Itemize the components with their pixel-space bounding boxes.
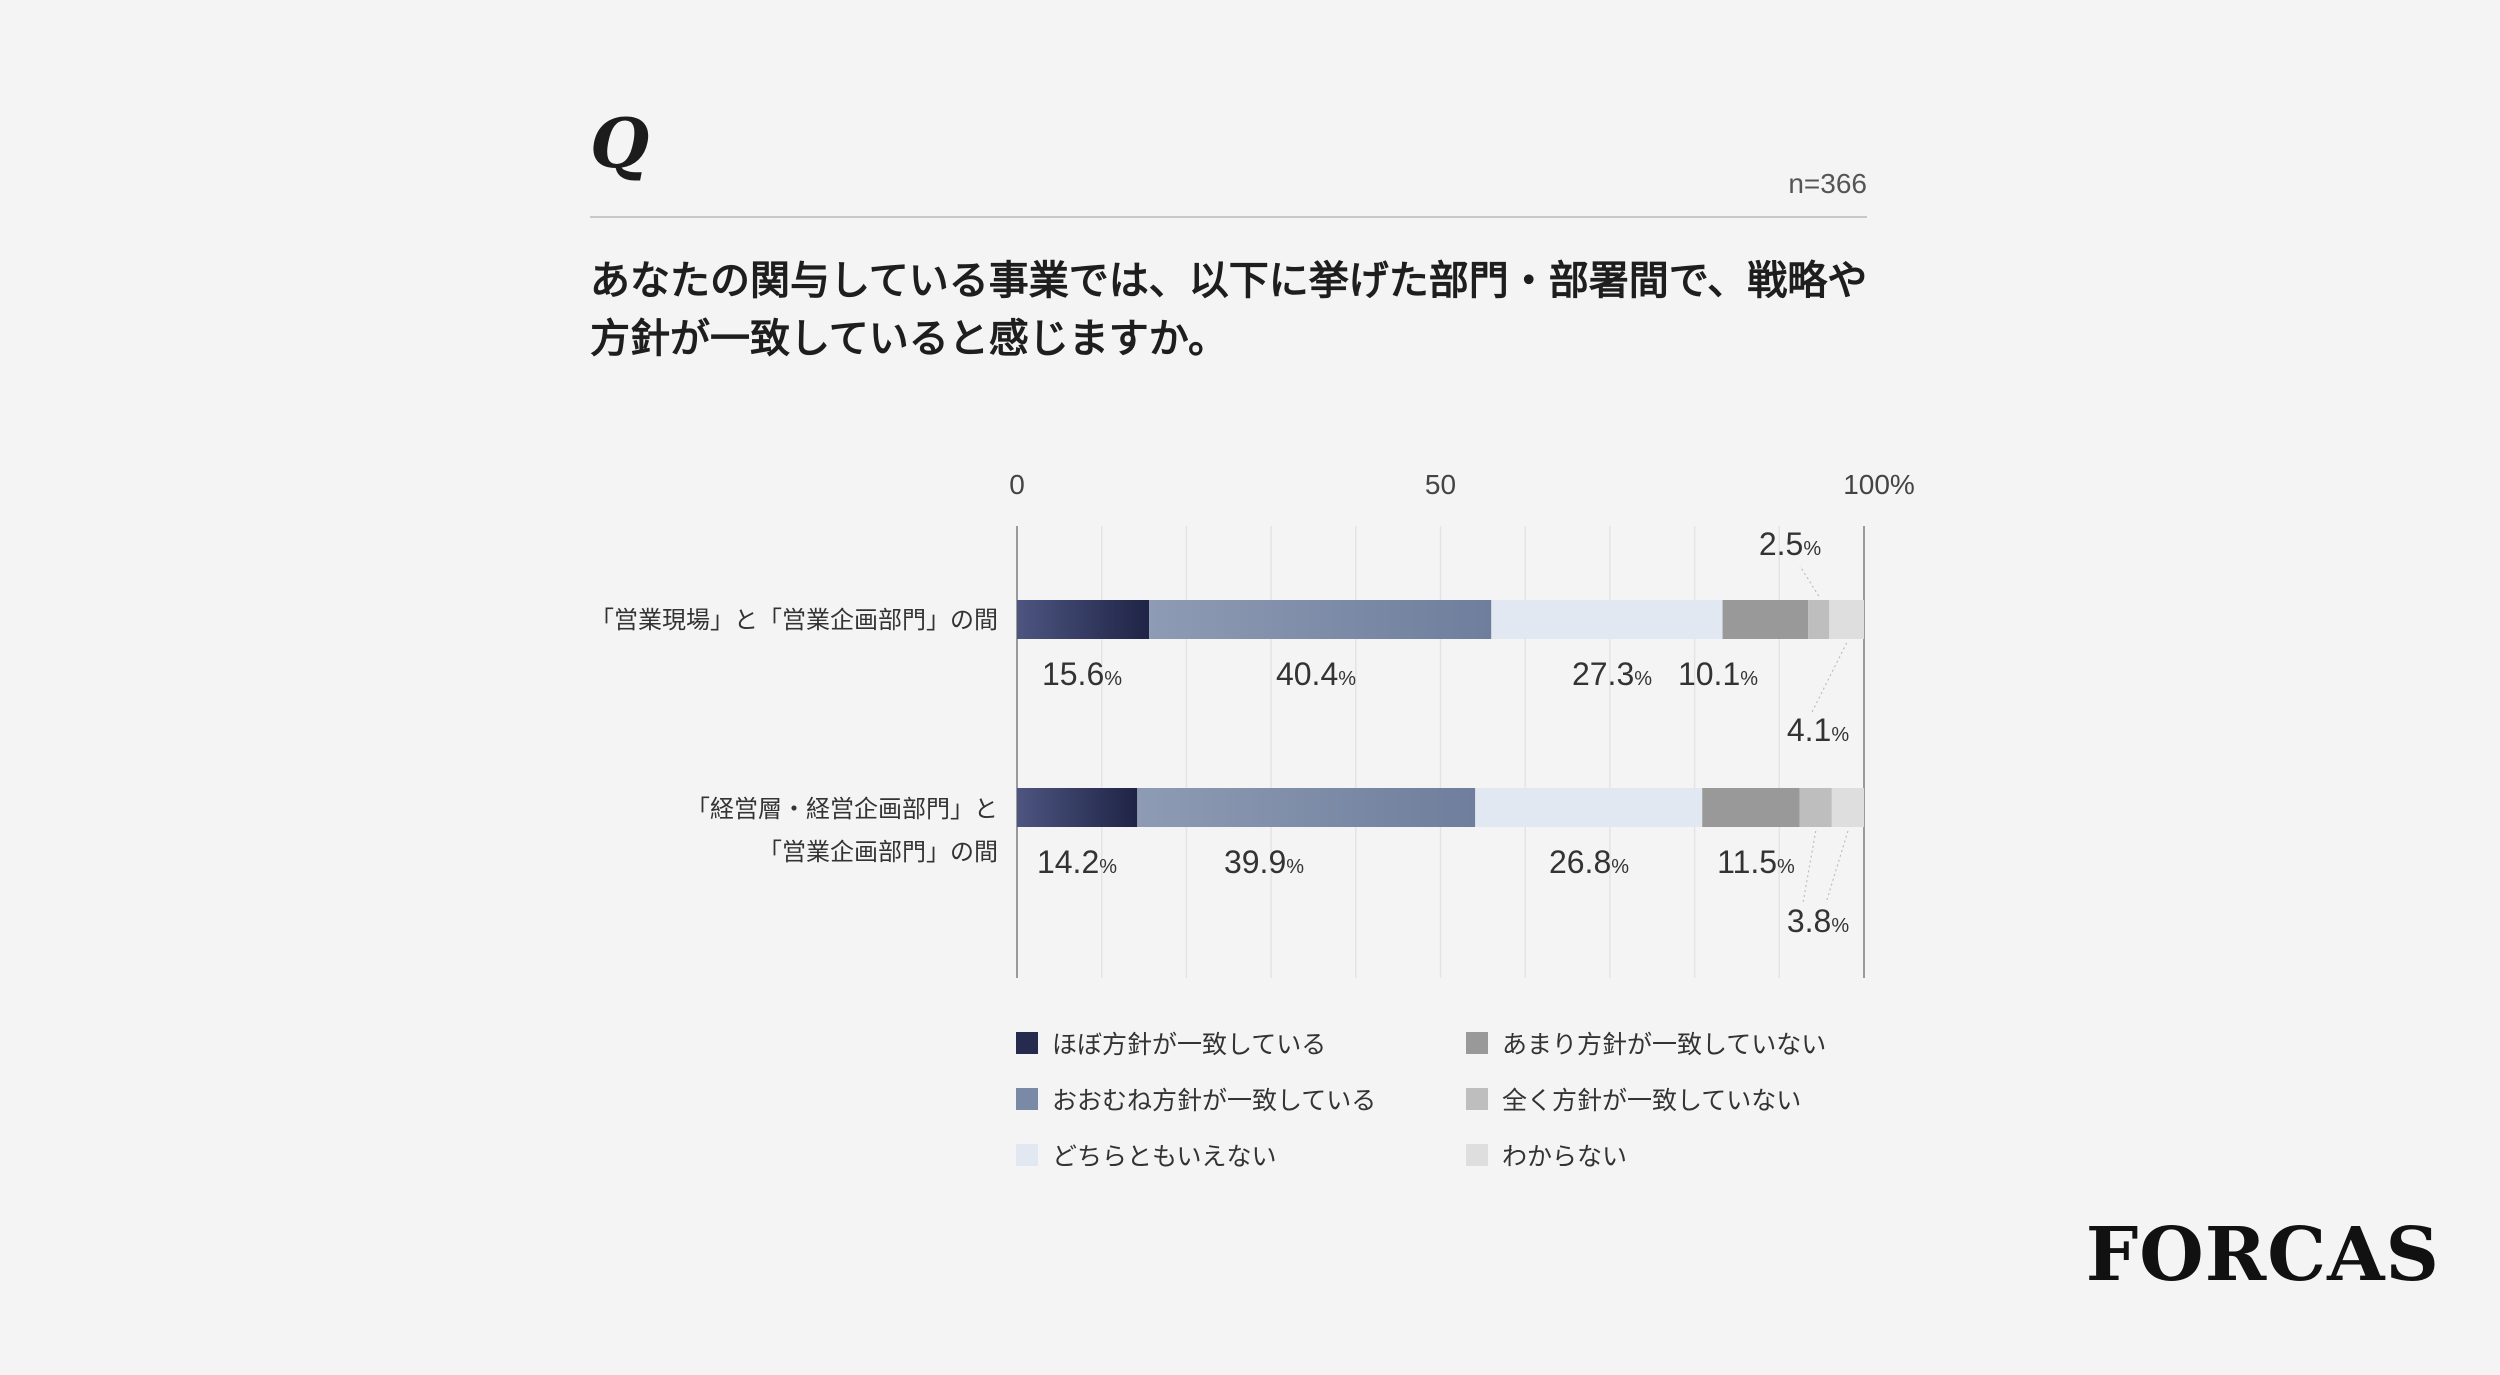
legend-item: ほぼ方針が一致している <box>1016 1026 1466 1060</box>
data-label: 3.8% <box>1787 903 1849 939</box>
bar-segment <box>1475 788 1703 827</box>
legend-item: おおむね方針が一致している <box>1016 1082 1466 1116</box>
legend-label: わからない <box>1502 1142 1628 1171</box>
question-text: あなたの関与している事業では、以下に挙げた部門・部署間で、戦略や 方針が一致して… <box>590 252 1880 368</box>
bar-segment <box>1017 600 1150 639</box>
forcas-logo: FORCAS <box>2085 1212 2440 1298</box>
legend-item: わからない <box>1466 1138 1916 1172</box>
legend-swatch <box>1016 1144 1038 1166</box>
legend-label: ほぼ方針が一致している <box>1052 1030 1327 1059</box>
bar-segment <box>1702 788 1800 827</box>
data-label: 4.1% <box>1787 712 1849 748</box>
legend-label: あまり方針が一致していない <box>1502 1030 1827 1059</box>
bar-segment <box>1722 600 1809 639</box>
bar-segment <box>1017 788 1138 827</box>
legend-label: おおむね方針が一致している <box>1052 1086 1377 1115</box>
data-label: 11.5% <box>1717 844 1795 880</box>
bar-segment <box>1829 600 1864 639</box>
header-divider <box>590 216 1867 218</box>
legend-item: 全く方針が一致していない <box>1466 1082 1916 1116</box>
bar-segment <box>1799 788 1832 827</box>
legend-swatch <box>1466 1088 1488 1110</box>
legend-label: どちらともいえない <box>1052 1142 1277 1171</box>
bar-segment <box>1831 788 1864 827</box>
legend-swatch <box>1016 1088 1038 1110</box>
legend-item: どちらともいえない <box>1016 1138 1466 1172</box>
data-label: 26.8% <box>1549 844 1629 880</box>
leader-line <box>1811 642 1848 713</box>
data-label: 14.2% <box>1037 844 1117 880</box>
bar-segment <box>1149 600 1492 639</box>
question-line-1: あなたの関与している事業では、以下に挙げた部門・部署間で、戦略や <box>590 258 1868 304</box>
category-label: 「営業現場」と「営業企画部門」の間 <box>590 606 998 634</box>
data-label: 15.6% <box>1042 656 1122 692</box>
legend-item: あまり方針が一致していない <box>1466 1026 1916 1060</box>
question-mark-icon: Q <box>590 104 650 184</box>
legend-swatch <box>1466 1032 1488 1054</box>
chart-legend: ほぼ方針が一致している あまり方針が一致していないおおむね方針が一致している 全く方… <box>1016 1026 1916 1172</box>
sample-size-label: n=366 <box>1788 168 1867 199</box>
data-label: 27.3% <box>1572 656 1652 692</box>
leader-line <box>1799 565 1820 597</box>
x-tick-label: 50 <box>1425 469 1456 500</box>
category-label: 「経営層・経営企画部門」と <box>686 795 998 823</box>
legend-label: 全く方針が一致していない <box>1502 1086 1802 1115</box>
x-tick-label: 100% <box>1843 469 1915 500</box>
data-label: 40.4% <box>1276 656 1356 692</box>
legend-swatch <box>1466 1144 1488 1166</box>
x-tick-label: 0 <box>1009 469 1025 500</box>
leader-line <box>1825 830 1849 904</box>
leader-line <box>1802 830 1817 904</box>
data-label: 10.1% <box>1678 656 1758 692</box>
question-line-2: 方針が一致していると感じますか。 <box>590 316 1228 362</box>
category-label: 「営業企画部門」の間 <box>758 838 998 866</box>
bar-segment <box>1491 600 1723 639</box>
bar-segment <box>1137 788 1476 827</box>
data-label: 39.9% <box>1224 844 1304 880</box>
legend-swatch <box>1016 1032 1038 1054</box>
data-label: 2.5% <box>1759 526 1821 562</box>
bar-segment <box>1808 600 1830 639</box>
